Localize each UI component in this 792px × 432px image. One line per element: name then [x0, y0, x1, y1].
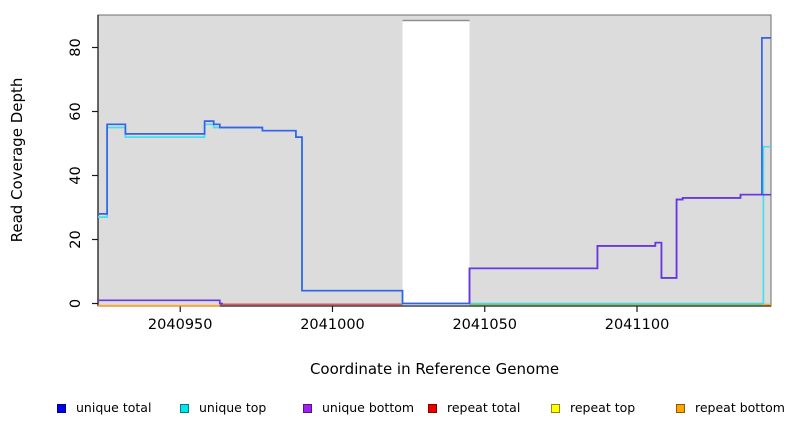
legend: unique total unique top unique bottom re…	[0, 398, 792, 422]
repeat-total-swatch-icon	[428, 403, 437, 413]
legend-label: unique bottom	[322, 400, 415, 415]
repeat-top-swatch-icon	[551, 403, 560, 413]
coverage-gap-band	[402, 20, 470, 306]
legend-item-unique-top: unique top	[180, 398, 266, 418]
repeat-bottom-swatch-icon	[676, 403, 685, 413]
x-tick-label: 2041100	[605, 317, 670, 333]
unique-top-swatch-icon	[180, 403, 189, 413]
y-axis-title: Read Coverage Depth	[8, 77, 26, 243]
unique-bottom-swatch-icon	[303, 403, 312, 413]
legend-item-unique-bottom: unique bottom	[303, 398, 414, 418]
y-tick-label: 0	[68, 299, 84, 308]
legend-label: unique total	[76, 400, 152, 415]
series-line-unique-bottom	[468, 193, 771, 304]
unique-total-swatch-icon	[57, 403, 66, 413]
series-line-unique-bottom	[98, 299, 223, 305]
x-tick-label: 2041000	[300, 317, 365, 333]
legend-item-repeat-bottom: repeat bottom	[676, 398, 785, 418]
x-tick-label: 2040950	[148, 317, 213, 333]
legend-item-repeat-total: repeat total	[428, 398, 520, 418]
x-tick-label: 2041050	[452, 317, 517, 333]
y-tick-label: 40	[68, 166, 84, 184]
legend-label: unique top	[199, 400, 267, 415]
legend-label: repeat top	[570, 400, 636, 415]
legend-item-unique-total: unique total	[57, 398, 151, 418]
y-tick-label: 20	[68, 230, 84, 248]
y-tick-label: 60	[68, 102, 84, 120]
legend-label: repeat bottom	[695, 400, 785, 415]
legend-item-repeat-top: repeat top	[551, 398, 635, 418]
y-tick-label: 80	[68, 38, 84, 56]
legend-label: repeat total	[447, 400, 521, 415]
x-axis-title: Coordinate in Reference Genome	[309, 360, 560, 378]
